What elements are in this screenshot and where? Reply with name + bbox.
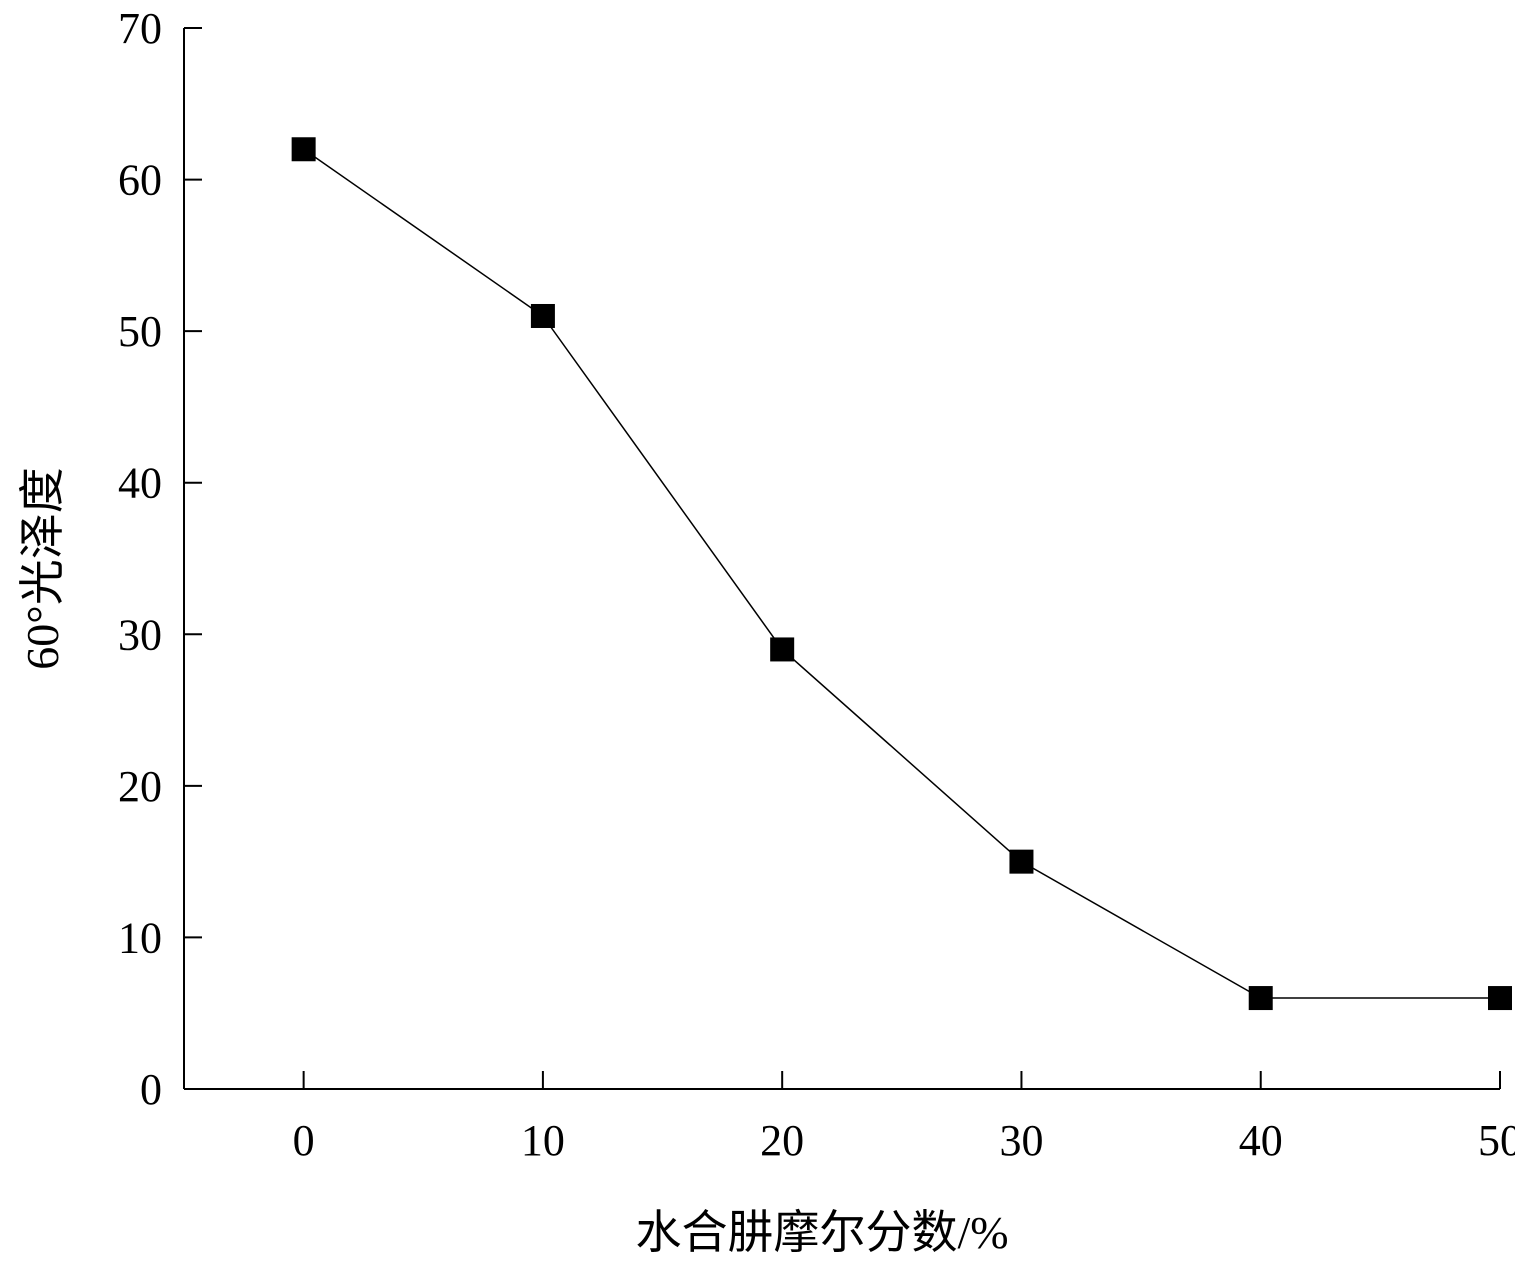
- y-tick-label: 30: [118, 610, 162, 659]
- y-tick-label: 70: [118, 4, 162, 53]
- y-tick-label: 10: [118, 913, 162, 962]
- ticks: 0 10 20 30 40 50 60 70 0 10 20 30 40 50: [118, 4, 1515, 1165]
- data-markers: [291, 137, 1512, 1011]
- axes: [183, 28, 1500, 1090]
- data-point-marker: [291, 137, 316, 162]
- data-point-marker: [770, 637, 795, 662]
- data-point-marker: [530, 303, 555, 328]
- x-tick-label: 30: [999, 1116, 1043, 1165]
- x-tick-label: 20: [760, 1116, 804, 1165]
- y-tick-label: 60: [118, 156, 162, 205]
- y-tick-label: 0: [140, 1065, 162, 1114]
- x-tick-label: 50: [1478, 1116, 1515, 1165]
- y-tick-label: 20: [118, 762, 162, 811]
- y-tick-label: 50: [118, 307, 162, 356]
- y-axis-title: 60°光泽度: [17, 467, 68, 669]
- x-tick-label: 0: [293, 1116, 315, 1165]
- series-line: [303, 148, 1500, 999]
- y-tick-label: 40: [118, 459, 162, 508]
- x-axis-title: 水合肼摩尔分数/%: [635, 1207, 1008, 1258]
- x-tick-label: 10: [521, 1116, 565, 1165]
- x-tick-label: 40: [1239, 1116, 1283, 1165]
- data-series: [303, 148, 1500, 999]
- data-point-marker: [1009, 849, 1034, 874]
- data-point-marker: [1488, 986, 1512, 1011]
- data-point-marker: [1248, 986, 1273, 1011]
